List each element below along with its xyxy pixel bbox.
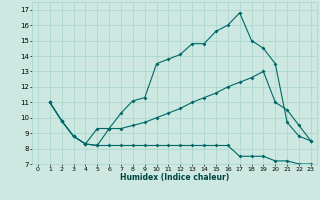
X-axis label: Humidex (Indice chaleur): Humidex (Indice chaleur) xyxy=(120,173,229,182)
